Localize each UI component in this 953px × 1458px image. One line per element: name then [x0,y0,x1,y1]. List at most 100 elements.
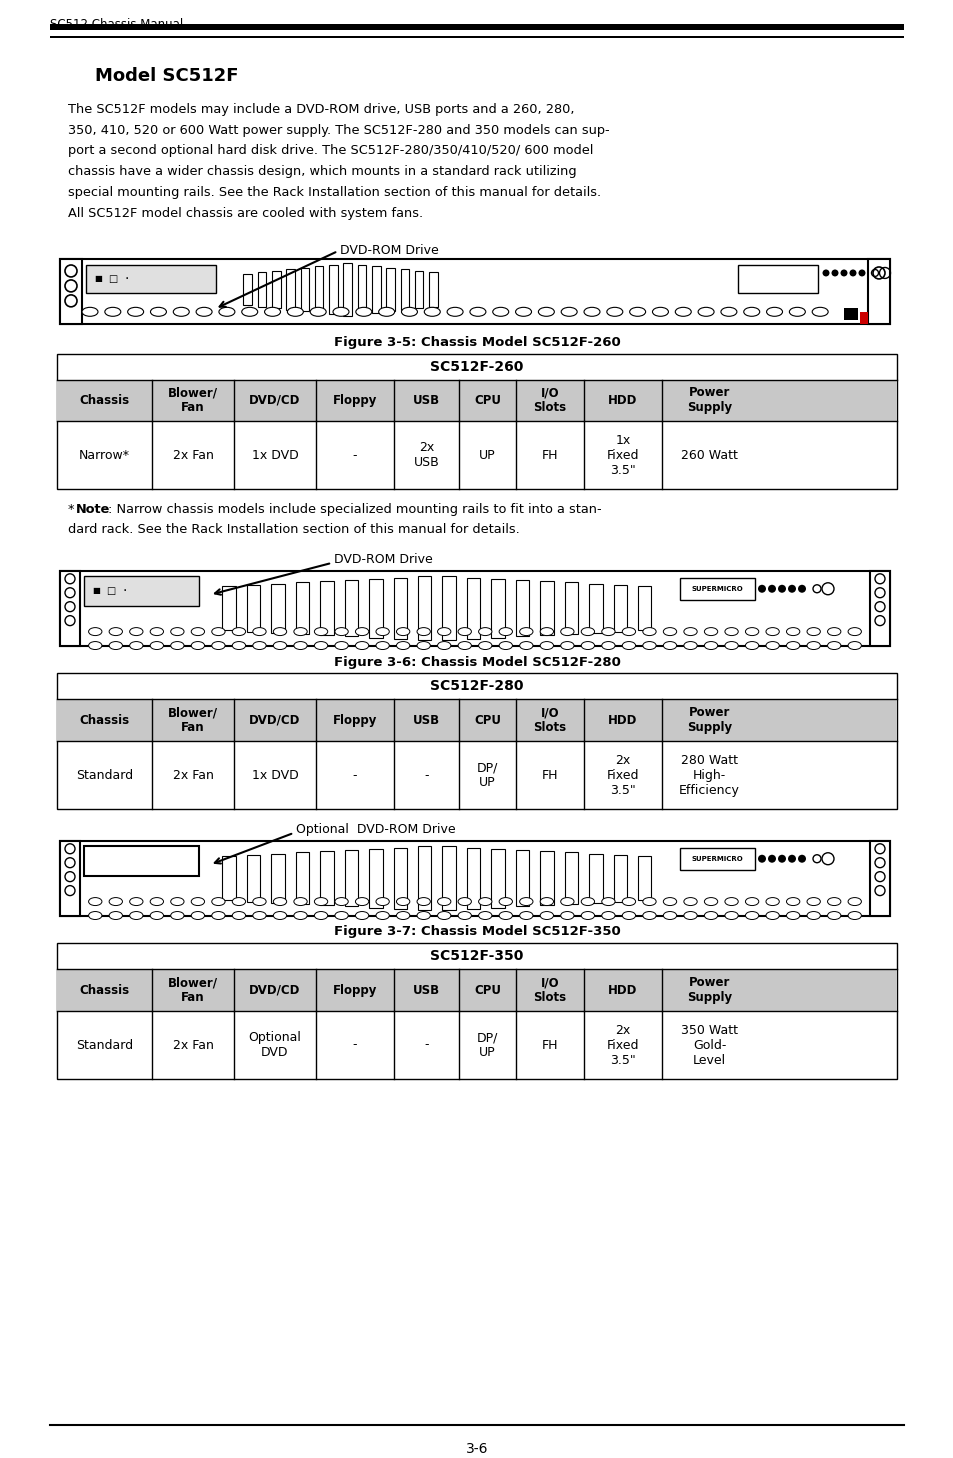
Text: ·: · [122,583,126,598]
Bar [50,36,903,38]
Circle shape [758,585,765,593]
Bar [589,583,602,633]
Ellipse shape [539,911,553,920]
Ellipse shape [424,308,439,316]
Text: Note: Note [76,503,111,516]
Ellipse shape [703,898,717,905]
Text: USB: USB [413,984,439,997]
Text: 2x
Fixed
3.5": 2x Fixed 3.5" [606,1024,639,1066]
Ellipse shape [253,642,266,649]
Circle shape [65,885,75,895]
Text: : Narrow chassis models include specialized mounting rails to fit into a stan-: : Narrow chassis models include speciali… [108,503,601,516]
Ellipse shape [766,308,781,316]
Bar [50,23,903,29]
Bar [738,265,817,293]
Bar [843,308,857,319]
Text: Blower/
Fan: Blower/ Fan [168,386,218,414]
Ellipse shape [652,308,668,316]
Ellipse shape [355,898,369,905]
Circle shape [787,585,795,593]
Ellipse shape [580,911,594,920]
Ellipse shape [744,627,758,636]
Ellipse shape [560,911,574,920]
Text: DVD/CD: DVD/CD [249,984,300,997]
Ellipse shape [720,308,736,316]
Ellipse shape [150,898,163,905]
Ellipse shape [470,308,485,316]
Ellipse shape [287,308,303,316]
Ellipse shape [724,898,738,905]
Ellipse shape [437,911,451,920]
Text: 2x Fan: 2x Fan [172,1038,213,1051]
Ellipse shape [519,642,533,649]
Text: DVD-ROM Drive: DVD-ROM Drive [334,553,433,566]
Ellipse shape [457,911,471,920]
Text: I/O
Slots: I/O Slots [533,386,566,414]
Circle shape [858,270,864,277]
Ellipse shape [294,911,307,920]
Ellipse shape [580,898,594,905]
Ellipse shape [212,642,225,649]
Text: Floppy: Floppy [333,394,376,407]
Ellipse shape [703,642,717,649]
Circle shape [848,270,856,277]
Ellipse shape [396,898,410,905]
Ellipse shape [335,642,348,649]
Text: SC512F-260: SC512F-260 [430,360,523,373]
Text: Figure 3-6: Chassis Model SC512F-280: Figure 3-6: Chassis Model SC512F-280 [334,656,619,669]
Ellipse shape [492,308,508,316]
Ellipse shape [826,627,840,636]
Text: 1x
Fixed
3.5": 1x Fixed 3.5" [606,434,639,477]
Bar [320,851,334,905]
Ellipse shape [89,642,102,649]
Bar [400,270,409,309]
Ellipse shape [171,911,184,920]
Ellipse shape [788,308,804,316]
Ellipse shape [560,898,574,905]
Ellipse shape [806,911,820,920]
Ellipse shape [375,898,389,905]
Bar [442,847,456,910]
Ellipse shape [232,898,245,905]
Ellipse shape [583,308,599,316]
Ellipse shape [847,911,861,920]
Ellipse shape [621,642,635,649]
Ellipse shape [335,911,348,920]
Bar [57,700,896,741]
Ellipse shape [683,911,697,920]
Circle shape [821,270,828,277]
Ellipse shape [196,308,212,316]
Ellipse shape [396,642,410,649]
Bar [466,577,479,639]
Ellipse shape [662,898,676,905]
Ellipse shape [539,642,553,649]
Bar [272,271,280,308]
Ellipse shape [580,642,594,649]
Ellipse shape [89,898,102,905]
Text: UP: UP [478,449,496,462]
Ellipse shape [294,642,307,649]
Ellipse shape [519,898,533,905]
Ellipse shape [826,642,840,649]
Text: special mounting rails. See the Rack Installation section of this manual for det: special mounting rails. See the Rack Ins… [68,187,600,200]
Ellipse shape [191,898,204,905]
Circle shape [758,854,765,863]
Ellipse shape [826,911,840,920]
Ellipse shape [806,627,820,636]
Bar [60,841,80,916]
Circle shape [65,280,77,292]
Ellipse shape [765,642,779,649]
Ellipse shape [437,627,451,636]
Ellipse shape [130,898,143,905]
Ellipse shape [89,911,102,920]
Text: Optional
DVD: Optional DVD [249,1031,301,1059]
Text: CPU: CPU [474,984,500,997]
Bar [84,576,199,605]
Ellipse shape [355,627,369,636]
Bar [247,854,260,901]
Ellipse shape [703,627,717,636]
Ellipse shape [724,911,738,920]
Ellipse shape [294,898,307,905]
Bar [86,265,215,293]
Ellipse shape [437,898,451,905]
